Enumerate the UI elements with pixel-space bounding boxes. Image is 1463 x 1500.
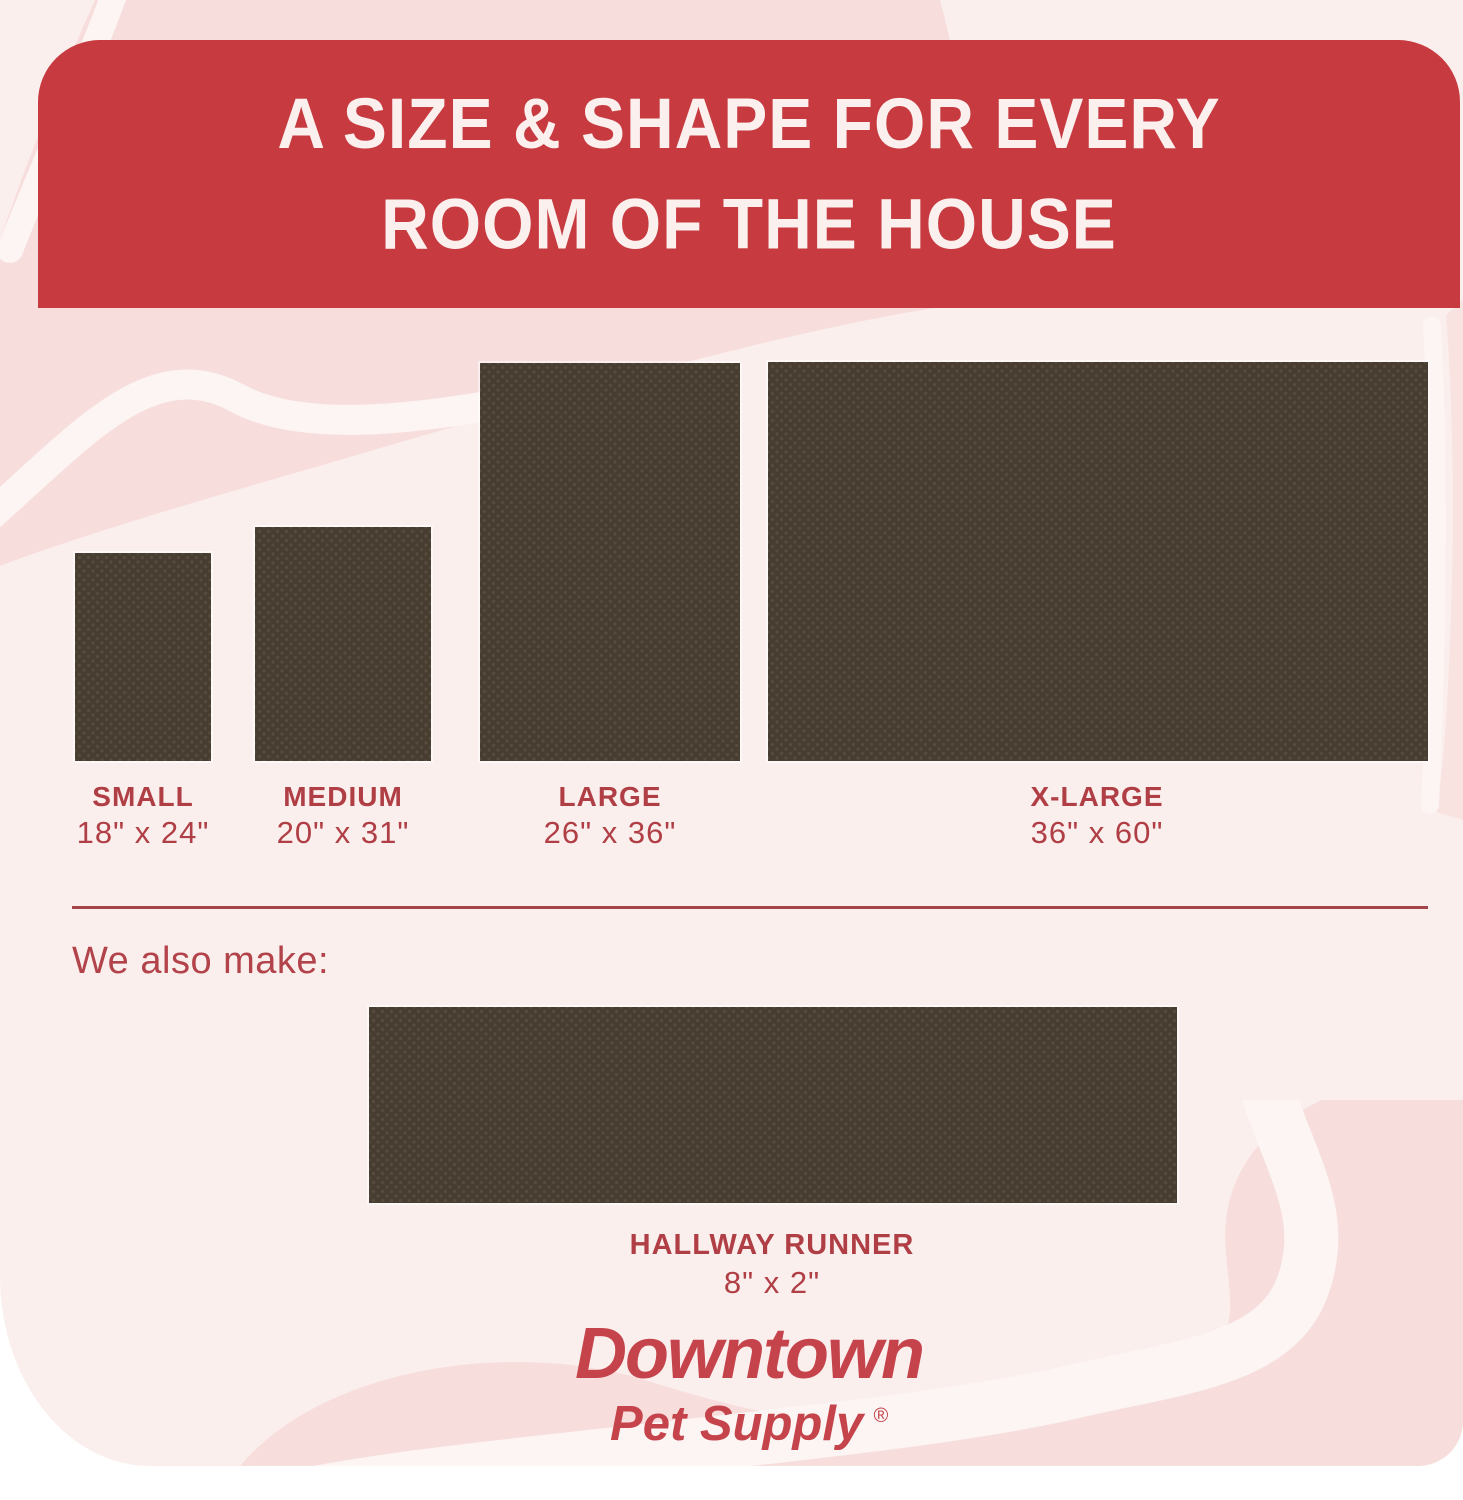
- brand-name-downtown: Downtown: [575, 1314, 925, 1394]
- size-label-hallway-runner: HALLWAY RUNNER 8" x 2": [572, 1227, 972, 1303]
- size-label-x-large: X-LARGE 36" x 60": [937, 780, 1257, 852]
- size-dimensions: 18" x 24": [76, 815, 210, 850]
- registered-trademark: ®: [873, 1405, 888, 1427]
- size-name: HALLWAY RUNNER: [629, 1229, 915, 1261]
- blob-shape: [1436, 300, 1463, 820]
- background-panel: A SIZE & SHAPE FOR EVERY ROOM OF THE HOU…: [0, 0, 1463, 1466]
- page-title: A SIZE & SHAPE FOR EVERY ROOM OF THE HOU…: [277, 74, 1220, 275]
- size-label-small: SMALL 18" x 24": [0, 780, 303, 852]
- page-title-line1: A SIZE & SHAPE FOR EVERY: [277, 83, 1221, 164]
- size-name: X-LARGE: [1030, 781, 1164, 812]
- bone-outline-stroke-bottom: [0, 369, 557, 528]
- divider-line: [72, 906, 1428, 909]
- bone-outline-stroke: [1421, 316, 1447, 814]
- rug-swatch-x-large: [768, 362, 1428, 761]
- size-dimensions: 8" x 2": [723, 1265, 821, 1300]
- rug-swatch-small: [75, 553, 211, 761]
- rug-swatch-hallway-runner: [369, 1007, 1177, 1203]
- header-banner: A SIZE & SHAPE FOR EVERY ROOM OF THE HOU…: [38, 40, 1460, 308]
- size-name: MEDIUM: [283, 781, 403, 812]
- size-name: SMALL: [92, 781, 194, 812]
- brand-name-pet-supply-text: Pet Supply: [610, 1397, 864, 1451]
- page-title-line2: ROOM OF THE HOUSE: [381, 183, 1117, 264]
- size-label-medium: MEDIUM 20" x 31": [183, 780, 503, 852]
- brand-name-pet-supply: Pet Supply ®: [38, 1390, 1460, 1450]
- also-make-label: We also make:: [72, 940, 330, 982]
- rug-swatch-large: [480, 363, 740, 761]
- rug-swatch-medium: [255, 527, 431, 761]
- size-dimensions: 36" x 60": [1030, 815, 1164, 850]
- brand-logo: Downtown Pet Supply ®: [38, 1318, 1460, 1450]
- size-label-large: LARGE 26" x 36": [450, 780, 770, 852]
- size-dimensions: 20" x 31": [276, 815, 410, 850]
- size-dimensions: 26" x 36": [543, 815, 677, 850]
- size-name: LARGE: [558, 781, 662, 812]
